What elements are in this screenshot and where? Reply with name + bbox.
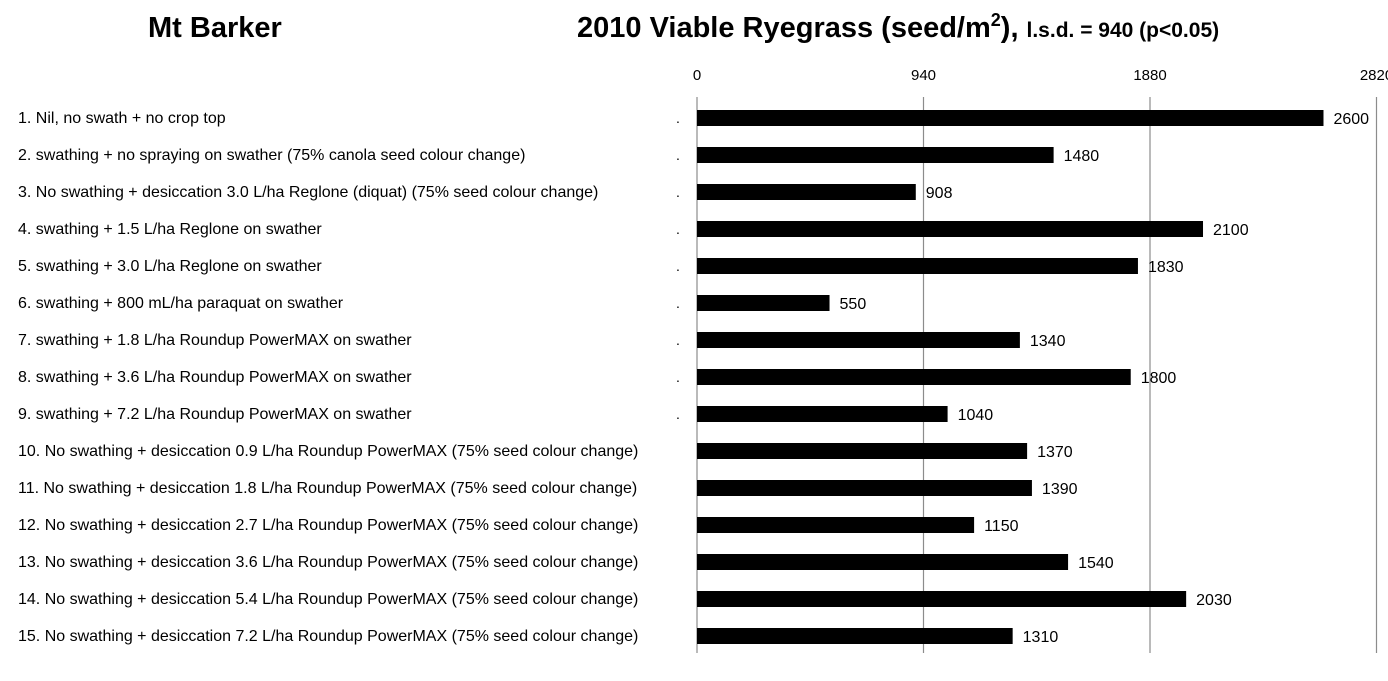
bar [697,591,1187,607]
category-label: 12. No swathing + desiccation 2.7 L/ha R… [18,517,638,534]
category-label: 14. No swathing + desiccation 5.4 L/ha R… [18,591,638,608]
category-label: 3. No swathing + desiccation 3.0 L/ha Re… [18,184,598,201]
bar [697,184,916,200]
data-label: 908 [926,185,953,202]
bar [697,628,1013,644]
category-label: 7. swathing + 1.8 L/ha Roundup PowerMAX … [18,332,412,349]
bar [697,554,1069,570]
bar [697,110,1324,126]
data-label: 1150 [984,518,1019,535]
data-label: 1310 [1023,629,1059,646]
data-label: 1390 [1042,481,1078,498]
bar [697,369,1131,385]
x-tick-label: 0 [693,67,701,84]
data-label: 1040 [958,407,994,424]
category-label: 2. swathing + no spraying on swather (75… [18,147,525,164]
category-label: 1. Nil, no swath + no crop top [18,110,226,127]
bar [697,295,830,311]
category-label: 8. swathing + 3.6 L/ha Roundup PowerMAX … [18,369,412,386]
data-label: 1800 [1141,370,1177,387]
data-label: 2030 [1196,592,1232,609]
data-label: 1370 [1037,444,1073,461]
category-label: 13. No swathing + desiccation 3.6 L/ha R… [18,554,638,571]
category-label: 6. swathing + 800 mL/ha paraquat on swat… [18,295,344,312]
category-label: 4. swathing + 1.5 L/ha Reglone on swathe… [18,221,322,238]
chart-title-main: 2010 Viable Ryegrass (seed/m [577,12,991,44]
row-dot: . [676,369,680,385]
bar [697,406,948,422]
row-dot: . [676,332,680,348]
data-label: 1340 [1030,333,1066,350]
bar [697,517,975,533]
bar [697,221,1204,237]
row-dot: . [676,406,680,422]
bar [697,258,1138,274]
row-dot: . [676,295,680,311]
category-label: 11. No swathing + desiccation 1.8 L/ha R… [18,480,637,497]
chart-title: 2010 Viable Ryegrass (seed/m2), l.s.d. = … [577,10,1220,45]
data-label: 2600 [1333,111,1369,128]
row-dot: . [676,147,680,163]
x-tick-label: 2820 [1360,67,1388,84]
x-tick-label: 1880 [1133,67,1166,84]
row-dot: . [676,258,680,274]
row-dot: . [676,221,680,237]
category-label: 5. swathing + 3.0 L/ha Reglone on swathe… [18,258,322,275]
data-label: 1830 [1148,259,1184,276]
bar [697,480,1032,496]
bar [697,332,1020,348]
site-title: Mt Barker [148,12,282,44]
chart-title-lsd: l.s.d. = 940 (p<0.05) [1026,19,1220,42]
category-label: 15. No swathing + desiccation 7.2 L/ha R… [18,628,638,645]
data-label: 550 [840,296,867,313]
bar [697,147,1054,163]
row-dot: . [676,110,680,126]
data-label: 1540 [1078,555,1114,572]
chart-title-close: ), [1000,12,1019,44]
chart-title-superscript: 2 [990,10,1001,30]
row-dot: . [676,184,680,200]
x-tick-label: 940 [911,67,936,84]
category-label: 9. swathing + 7.2 L/ha Roundup PowerMAX … [18,406,412,423]
category-label: 10. No swathing + desiccation 0.9 L/ha R… [18,443,638,460]
data-label: 2100 [1213,222,1249,239]
bar [697,443,1028,459]
data-label: 1480 [1064,148,1100,165]
